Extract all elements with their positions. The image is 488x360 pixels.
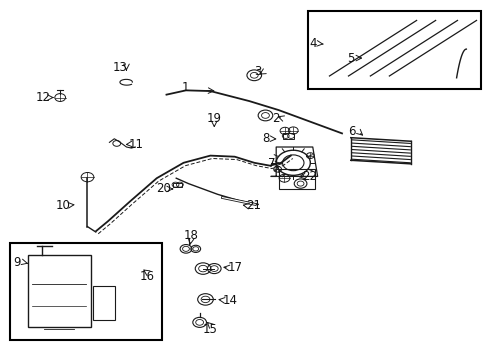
Bar xyxy=(93,286,115,320)
Text: 17: 17 xyxy=(227,261,242,274)
Text: 4: 4 xyxy=(308,37,316,50)
Bar xyxy=(27,255,91,327)
Text: 18: 18 xyxy=(183,229,198,242)
Text: 3: 3 xyxy=(253,65,261,78)
Text: 10: 10 xyxy=(56,199,70,212)
Text: 20: 20 xyxy=(155,183,170,195)
Text: 21: 21 xyxy=(245,199,260,212)
Text: 7: 7 xyxy=(267,157,275,170)
Text: 1: 1 xyxy=(181,81,188,94)
Text: 16: 16 xyxy=(139,270,154,283)
Text: 8: 8 xyxy=(261,132,268,145)
Text: 13: 13 xyxy=(113,60,127,73)
Text: 14: 14 xyxy=(222,294,237,307)
Bar xyxy=(173,183,182,187)
Text: 12: 12 xyxy=(36,91,51,104)
Bar xyxy=(307,12,480,89)
Text: 19: 19 xyxy=(206,112,222,125)
Text: 22: 22 xyxy=(301,170,316,183)
Text: 11: 11 xyxy=(128,138,143,150)
Bar xyxy=(283,133,293,139)
Text: 15: 15 xyxy=(203,323,217,336)
Text: 5: 5 xyxy=(346,51,354,64)
Bar xyxy=(278,169,315,189)
Text: 2: 2 xyxy=(272,112,279,125)
Text: 6: 6 xyxy=(347,125,355,138)
Bar xyxy=(10,243,161,339)
Text: 9: 9 xyxy=(13,256,20,269)
